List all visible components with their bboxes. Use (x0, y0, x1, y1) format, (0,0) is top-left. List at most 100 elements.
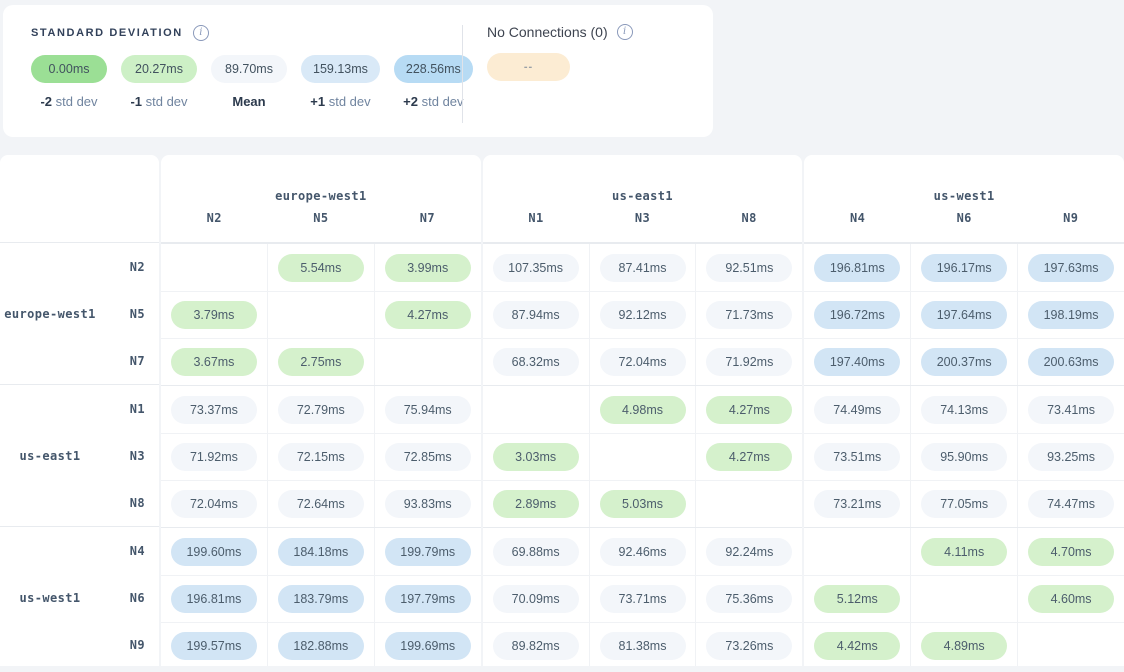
latency-cell-N9-N3: 81.38ms (588, 623, 696, 666)
matrix-row: 3.67ms 2.75ms (161, 338, 481, 385)
latency-pill[interactable]: 92.24ms (706, 537, 793, 566)
latency-pill[interactable]: 200.37ms (921, 348, 1008, 376)
latency-pill[interactable]: 72.79ms (277, 395, 364, 424)
latency-cell-N7-N6: 200.37ms (910, 339, 1017, 385)
latency-pill[interactable]: 3.99ms (384, 253, 471, 282)
latency-pill[interactable]: 70.09ms (492, 585, 579, 613)
latency-pill[interactable]: 2.89ms (492, 490, 579, 518)
latency-pill[interactable]: 197.40ms (814, 348, 901, 376)
latency-pill[interactable]: 71.73ms (706, 301, 793, 329)
latency-pill[interactable]: 4.27ms (706, 443, 793, 471)
latency-pill[interactable]: 199.69ms (384, 632, 471, 660)
latency-pill[interactable]: 72.64ms (277, 490, 364, 518)
latency-pill[interactable]: 92.12ms (599, 301, 686, 329)
row-region-label: europe-west1 (4, 306, 96, 321)
latency-pill[interactable]: 4.98ms (599, 395, 686, 424)
latency-cell-N5-N8: 71.73ms (695, 292, 802, 338)
latency-pill[interactable]: 197.79ms (384, 585, 471, 613)
latency-pill[interactable]: 184.18ms (277, 537, 364, 566)
latency-pill[interactable]: 5.12ms (814, 585, 901, 613)
latency-pill[interactable]: 196.72ms (814, 301, 901, 329)
latency-pill[interactable]: 3.03ms (492, 443, 579, 471)
latency-pill[interactable]: 72.04ms (170, 490, 257, 518)
latency-pill[interactable]: 5.03ms (599, 490, 686, 518)
latency-pill[interactable]: 72.15ms (277, 443, 364, 471)
latency-cell-N1-N1 (483, 386, 589, 433)
latency-pill[interactable]: 107.35ms (492, 253, 579, 282)
row-node-label: N7 (129, 353, 145, 368)
latency-pill[interactable]: 197.63ms (1028, 253, 1115, 282)
matrix-row: 74.49ms 74.13ms 73.41ms (804, 386, 1124, 433)
matrix-panel-europe-west1: europe-west1 N2 N5 N7 5.54ms 3.99ms 3.79ms 4.27… (161, 155, 481, 666)
latency-cell-N7-N5: 2.75ms (266, 339, 374, 385)
row-node-label: N6 (129, 590, 145, 605)
latency-pill[interactable]: 68.32ms (492, 348, 579, 376)
row-node-label: N1 (129, 401, 145, 416)
latency-pill[interactable]: 73.51ms (814, 443, 901, 471)
latency-pill[interactable]: 183.79ms (277, 585, 364, 613)
latency-pill[interactable]: 182.88ms (277, 632, 364, 660)
latency-cell-N5-N7: 4.27ms (373, 292, 481, 338)
latency-pill[interactable]: 72.04ms (599, 348, 686, 376)
latency-pill[interactable]: 4.60ms (1028, 585, 1115, 613)
latency-pill[interactable]: 93.83ms (384, 490, 471, 518)
latency-pill[interactable]: 73.41ms (1028, 395, 1115, 424)
latency-pill[interactable]: 196.81ms (170, 585, 257, 613)
latency-pill[interactable]: 196.81ms (814, 253, 901, 282)
latency-pill[interactable]: 71.92ms (706, 348, 793, 376)
no-connections-info-icon[interactable]: i (616, 24, 633, 40)
latency-pill[interactable]: 72.85ms (384, 443, 471, 471)
latency-pill[interactable]: 4.27ms (384, 301, 471, 329)
latency-pill[interactable]: 199.79ms (384, 537, 471, 566)
matrix-panel-us-east1: us-east1 N1 N3 N8 107.35ms 87.41ms 92.51ms 87.9… (482, 155, 803, 666)
latency-pill[interactable]: 93.25ms (1028, 443, 1115, 471)
latency-cell-N4-N6: 4.11ms (910, 528, 1017, 575)
latency-pill[interactable]: 197.64ms (921, 301, 1008, 329)
latency-pill[interactable]: 74.13ms (921, 395, 1008, 424)
latency-cell-N9-N8: 73.26ms (695, 623, 802, 666)
latency-pill[interactable]: 95.90ms (921, 443, 1008, 471)
latency-pill[interactable]: 75.94ms (384, 395, 471, 424)
cell-group: 74.49ms 74.13ms 73.41ms 73.51ms 95.90ms 93.25… (804, 385, 1124, 527)
latency-pill[interactable]: 74.49ms (814, 395, 901, 424)
latency-pill[interactable]: 87.94ms (492, 301, 579, 329)
stddev-info-icon[interactable]: i (192, 25, 209, 41)
latency-pill[interactable]: 200.63ms (1028, 348, 1115, 376)
column-node-label: N4 (850, 211, 866, 225)
latency-pill[interactable]: 73.21ms (814, 490, 901, 518)
latency-pill[interactable]: 4.70ms (1028, 537, 1115, 566)
latency-pill[interactable]: 71.92ms (170, 443, 257, 471)
latency-pill[interactable]: 4.42ms (814, 632, 901, 660)
latency-pill[interactable]: 199.60ms (170, 537, 257, 566)
latency-cell-N4-N4 (804, 528, 910, 575)
latency-cell-N4-N2: 199.60ms (161, 528, 267, 575)
latency-pill[interactable]: 92.46ms (599, 537, 686, 566)
latency-pill[interactable]: 74.47ms (1028, 490, 1115, 518)
latency-pill[interactable]: 69.88ms (492, 537, 579, 566)
latency-pill[interactable]: 89.82ms (492, 632, 579, 660)
latency-pill[interactable]: 87.41ms (599, 253, 686, 282)
latency-pill[interactable]: 198.19ms (1028, 301, 1115, 329)
latency-pill[interactable]: 75.36ms (706, 585, 793, 613)
latency-pill[interactable]: 3.79ms (170, 301, 257, 329)
latency-pill[interactable]: 199.57ms (170, 632, 257, 660)
latency-pill[interactable]: 2.75ms (277, 348, 364, 376)
latency-pill[interactable]: 4.11ms (921, 537, 1008, 566)
latency-pill[interactable]: 5.54ms (277, 253, 364, 282)
matrix-row: 2.89ms 5.03ms (482, 480, 803, 527)
latency-pill[interactable]: 73.37ms (170, 395, 257, 424)
latency-pill[interactable]: 73.71ms (599, 585, 686, 613)
latency-pill[interactable]: 77.05ms (921, 490, 1008, 518)
latency-pill[interactable]: 3.67ms (170, 348, 257, 376)
no-connections-label: No Connections (0) (487, 24, 608, 40)
legend-item: 0.00ms -2 std dev (31, 55, 107, 109)
latency-pill[interactable]: 4.89ms (921, 632, 1008, 660)
latency-cell-N6-N4: 5.12ms (804, 576, 910, 622)
latency-cell-N6-N8: 75.36ms (695, 576, 802, 622)
latency-cell-N6-N3: 73.71ms (588, 576, 696, 622)
latency-pill[interactable]: 81.38ms (599, 632, 686, 660)
latency-pill[interactable]: 4.27ms (706, 395, 793, 424)
latency-pill[interactable]: 196.17ms (921, 253, 1008, 282)
latency-pill[interactable]: 73.26ms (706, 632, 793, 660)
latency-pill[interactable]: 92.51ms (706, 253, 793, 282)
